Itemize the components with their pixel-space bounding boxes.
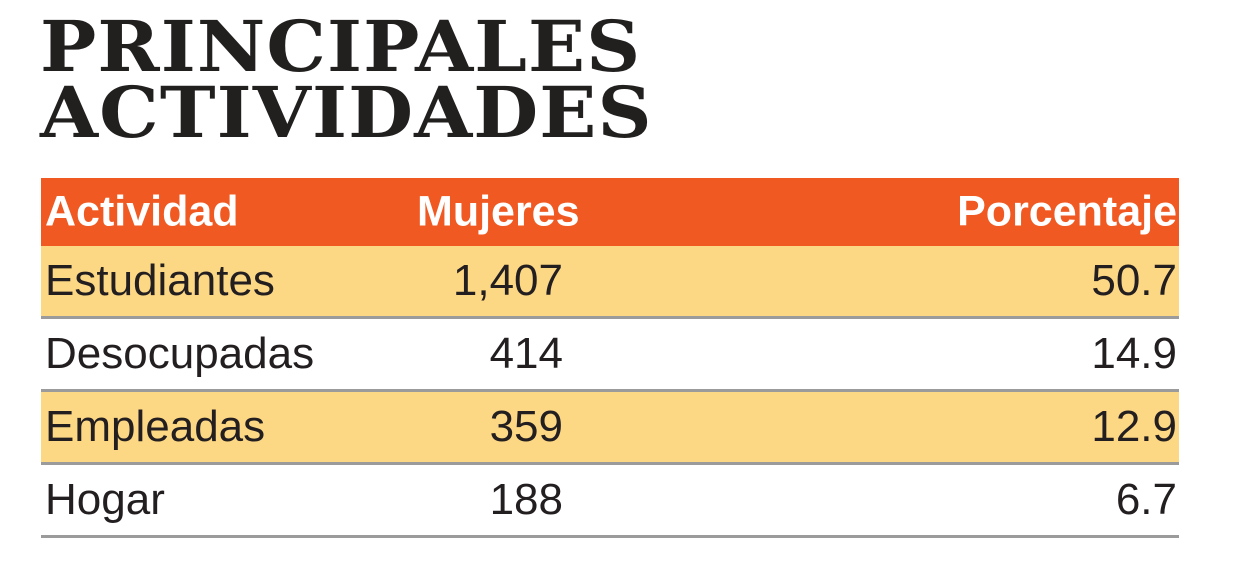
cell-activity: Hogar <box>45 475 165 524</box>
title-line-1: PRINCIPALES <box>40 5 642 88</box>
cell-percent: 12.9 <box>1091 402 1177 451</box>
table-header: Actividad Mujeres Porcentaje <box>41 178 1179 246</box>
table-row: Hogar 188 6.7 <box>41 465 1179 538</box>
table-row: Desocupadas 414 14.9 <box>41 319 1179 392</box>
cell-activity: Desocupadas <box>45 329 315 378</box>
cell-percent: 14.9 <box>1091 329 1177 378</box>
page-title: PRINCIPALES ACTIVIDADES <box>40 12 652 148</box>
header-activity: Actividad <box>45 187 239 236</box>
activities-table: Actividad Mujeres Porcentaje Estudiantes… <box>41 178 1179 538</box>
cell-women: 1,407 <box>452 256 563 305</box>
table-row: Empleadas 359 12.9 <box>41 392 1179 465</box>
cell-women: 414 <box>489 329 563 378</box>
cell-women: 188 <box>489 475 563 524</box>
title-line-2: ACTIVIDADES <box>40 71 653 154</box>
header-percent: Porcentaje <box>957 187 1177 236</box>
cell-percent: 6.7 <box>1115 475 1177 524</box>
table-body: Estudiantes 1,407 50.7 Desocupadas 414 14.9 Em… <box>41 246 1179 538</box>
cell-activity: Empleadas <box>45 402 266 451</box>
table-row: Estudiantes 1,407 50.7 <box>41 246 1179 319</box>
cell-women: 359 <box>489 402 563 451</box>
cell-percent: 50.7 <box>1091 256 1177 305</box>
header-women: Mujeres <box>417 187 580 236</box>
cell-activity: Estudiantes <box>45 256 275 305</box>
